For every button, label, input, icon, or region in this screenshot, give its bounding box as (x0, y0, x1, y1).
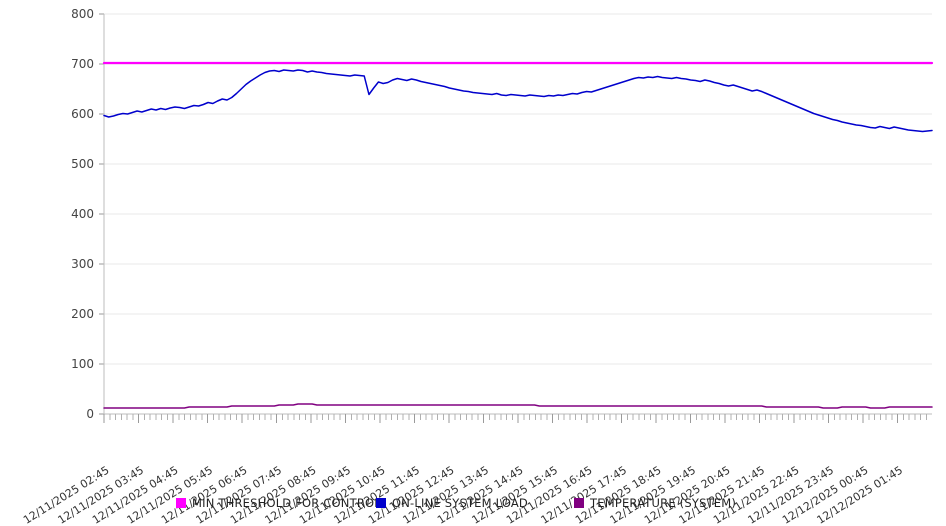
y-axis-tick-label: 100 (71, 357, 94, 371)
gridlines-group (104, 13, 932, 365)
y-axis-tick-label: 300 (71, 257, 94, 271)
y-axis-tick-label: 0 (86, 407, 94, 421)
y-axis-tick-label: 500 (71, 157, 94, 171)
y-axis-tick-label: 600 (71, 107, 94, 121)
legend-label[interactable]: ON-LINE SYSTEM LOAD (392, 496, 528, 510)
y-axis-group: 0 100 200 300 400 500 600 700 800 (71, 7, 105, 421)
legend-swatch (376, 498, 386, 508)
legend-label[interactable]: MIN THRESHOLD FOR CONTROL (192, 496, 381, 510)
legend-swatch (176, 498, 186, 508)
series-line-on-line-system-load (103, 69, 933, 133)
legend-label[interactable]: TEMPERATURE (SYSTEM) (589, 496, 736, 510)
y-axis-tick-label: 400 (71, 207, 94, 221)
y-axis-tick-label: 800 (71, 7, 94, 21)
legend-swatch (574, 498, 584, 508)
x-axis-group (103, 413, 932, 423)
series-group (102, 61, 934, 409)
y-axis-tick-label: 200 (71, 307, 94, 321)
y-axis-tick-label: 700 (71, 57, 94, 71)
chart-legend: MIN THRESHOLD FOR CONTROL ON-LINE SYSTEM … (176, 496, 736, 510)
series-line-temperature-system (103, 403, 933, 409)
